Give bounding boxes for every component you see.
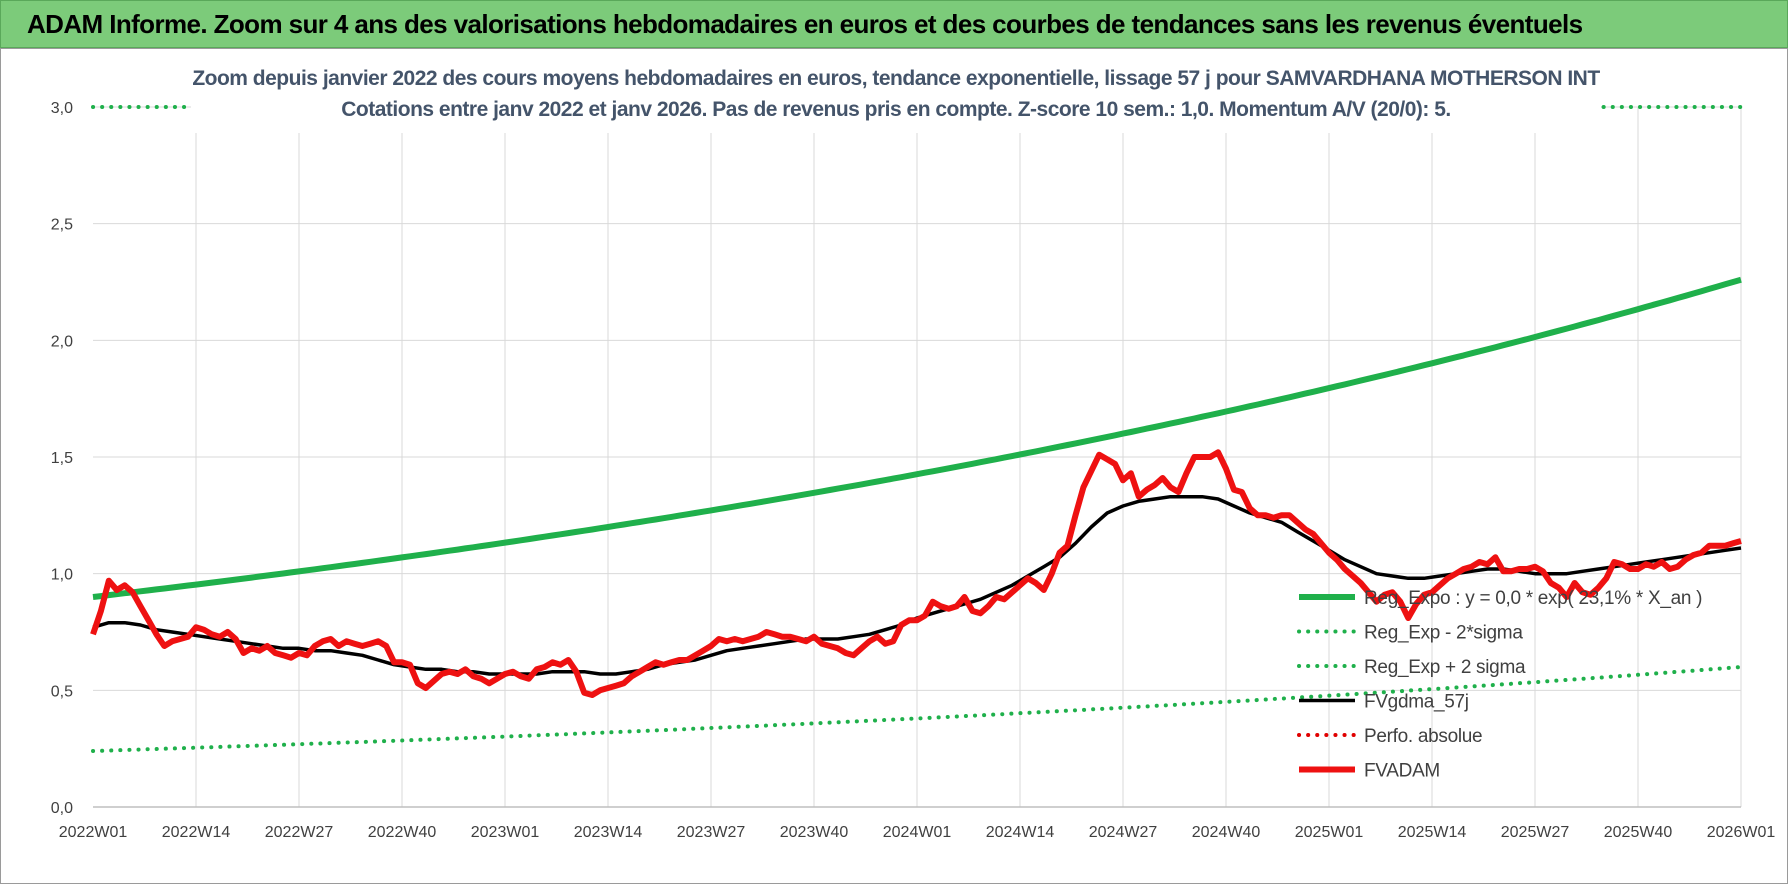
x-tick-label: 2022W40 bbox=[368, 824, 437, 841]
legend-label-0: Reg_Expo : y = 0,0 * exp( 23,1% * X_an ) bbox=[1364, 588, 1702, 609]
x-tick-label: 2023W01 bbox=[471, 824, 540, 841]
y-tick-label: 3,0 bbox=[51, 100, 73, 117]
chart-legend: Reg_Expo : y = 0,0 * exp( 23,1% * X_an )… bbox=[1297, 588, 1702, 782]
report-banner-title: ADAM Informe. Zoom sur 4 ans des valoris… bbox=[27, 9, 1583, 39]
x-tick-label: 2025W27 bbox=[1501, 824, 1570, 841]
legend-label-1: Reg_Exp - 2*sigma bbox=[1364, 623, 1523, 644]
x-tick-label: 2025W40 bbox=[1604, 824, 1673, 841]
x-tick-label: 2022W14 bbox=[162, 824, 231, 841]
y-tick-label: 2,0 bbox=[51, 333, 73, 350]
x-tick-label: 2024W01 bbox=[883, 824, 952, 841]
series-line-1 bbox=[91, 665, 1743, 753]
y-tick-label: 0,0 bbox=[51, 800, 73, 817]
x-tick-label: 2023W27 bbox=[677, 824, 746, 841]
y-tick-label: 0,5 bbox=[51, 683, 73, 700]
x-tick-label: 2023W14 bbox=[574, 824, 643, 841]
legend-label-2: Reg_Exp + 2 sigma bbox=[1364, 657, 1526, 678]
x-tick-label: 2024W40 bbox=[1192, 824, 1261, 841]
x-tick-label: 2023W40 bbox=[780, 824, 849, 841]
series-line-0 bbox=[92, 276, 1742, 600]
chart-title-line1: Zoom depuis janvier 2022 des cours moyen… bbox=[192, 67, 1600, 90]
y-tick-label: 2,5 bbox=[51, 217, 73, 234]
legend-label-5: FVADAM bbox=[1364, 761, 1440, 782]
y-axis-tick-labels: 0,0 0,5 1,0 1,5 2,0 2,5 3,0 bbox=[51, 100, 73, 817]
x-axis-tick-labels: 2022W01 2022W14 2022W27 2022W40 2023W01 2023W… bbox=[59, 824, 1776, 841]
x-tick-label: 2024W14 bbox=[986, 824, 1055, 841]
x-tick-label: 2026W01 bbox=[1707, 824, 1776, 841]
chart-grid bbox=[93, 106, 1742, 808]
x-tick-label: 2025W01 bbox=[1295, 824, 1364, 841]
x-tick-label: 2025W14 bbox=[1398, 824, 1467, 841]
line-chart: 2022W01 2022W14 2022W27 2022W40 2023W01 2023W… bbox=[51, 55, 1776, 841]
x-tick-label: 2024W27 bbox=[1089, 824, 1158, 841]
y-tick-label: 1,0 bbox=[51, 567, 73, 584]
legend-label-3: FVgdma_57j bbox=[1364, 692, 1469, 713]
chart-title-line2: Cotations entre janv 2022 et janv 2026. … bbox=[341, 98, 1451, 121]
report-banner: ADAM Informe. Zoom sur 4 ans des valoris… bbox=[0, 0, 1788, 48]
x-tick-label: 2022W27 bbox=[265, 824, 334, 841]
y-tick-label: 1,5 bbox=[51, 450, 73, 467]
legend-label-4: Perfo. absolue bbox=[1364, 726, 1482, 747]
series-line-5 bbox=[90, 449, 1742, 698]
title-background bbox=[191, 55, 1601, 133]
chart-frame: 2022W01 2022W14 2022W27 2022W40 2023W01 2023W… bbox=[0, 48, 1788, 884]
x-tick-label: 2022W01 bbox=[59, 824, 128, 841]
